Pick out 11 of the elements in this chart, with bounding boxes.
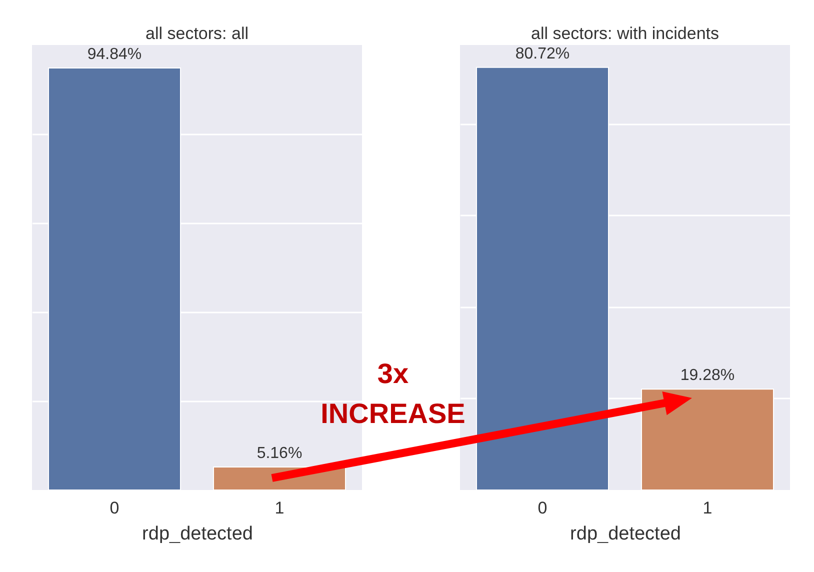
chart-title: all sectors: with incidents [530, 24, 720, 43]
data-label: 5.16% [256, 445, 302, 462]
x-tick-label: 1 [702, 498, 712, 518]
chart-title: all sectors: all [146, 24, 248, 43]
x-tick-label: 1 [274, 498, 284, 518]
data-label: 19.28% [680, 367, 735, 384]
data-label: 94.84% [87, 46, 142, 63]
annotation: 3x INCREASE [320, 357, 466, 431]
x-tick-label: 0 [538, 498, 548, 518]
data-label: 80.72% [515, 45, 570, 62]
x-tick-label: 0 [110, 498, 120, 518]
